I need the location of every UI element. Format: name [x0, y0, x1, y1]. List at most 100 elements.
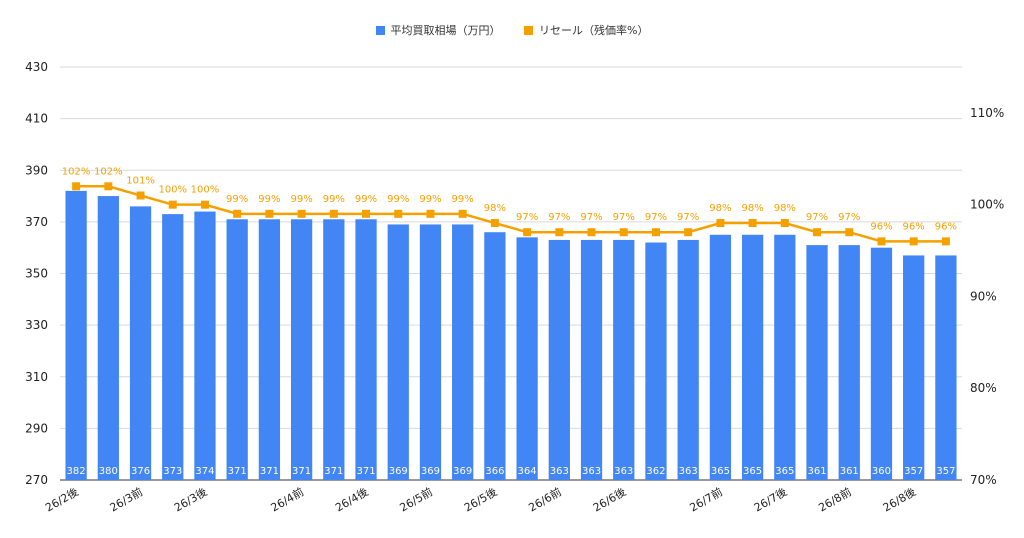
bar-value-label: 369: [389, 466, 408, 477]
y-right-tick-label: 110%: [970, 106, 1004, 120]
bar-value-label: 363: [614, 466, 633, 477]
bar: [774, 234, 796, 480]
line-value-label: 97%: [645, 212, 667, 223]
bar-value-label: 357: [904, 466, 923, 477]
line-point: [651, 228, 660, 237]
line-value-label: 98%: [709, 203, 731, 214]
bar: [838, 245, 860, 480]
line-value-label: 97%: [548, 212, 570, 223]
x-tick-label: 26/4前: [268, 484, 306, 514]
line-point: [265, 209, 274, 218]
x-tick-label: 26/7後: [751, 484, 789, 514]
bar-value-label: 373: [163, 466, 182, 477]
line-point: [329, 209, 338, 218]
y-left-tick-label: 390: [25, 163, 48, 177]
line-value-label: 97%: [516, 212, 538, 223]
line-point: [684, 228, 693, 237]
bar: [516, 237, 538, 480]
line-value-label: 97%: [806, 212, 828, 223]
legend-swatch-bar: [375, 25, 385, 35]
bar: [548, 239, 570, 480]
line-point: [555, 228, 564, 237]
legend-swatch-line: [524, 25, 534, 35]
bar: [419, 224, 442, 480]
line-value-label: 96%: [903, 221, 925, 232]
bar-value-label: 371: [228, 466, 247, 477]
chart-legend: 平均買取相場（万円） リセール（残価率%）: [0, 22, 1024, 38]
x-tick-label: 26/3前: [107, 484, 145, 514]
bar: [355, 219, 377, 480]
line-point: [136, 191, 145, 200]
bar: [194, 211, 216, 481]
bar-value-label: 360: [872, 466, 891, 477]
bar-value-label: 365: [743, 466, 762, 477]
resale-line: [76, 185, 946, 243]
bar-value-label: 365: [711, 466, 730, 477]
line-value-label: 99%: [258, 194, 280, 205]
bar-value-label: 357: [936, 466, 955, 477]
line-point: [813, 228, 822, 237]
y-left-tick-label: 350: [25, 267, 48, 281]
bar: [290, 219, 313, 480]
line-point: [362, 209, 371, 218]
line-point: [490, 219, 499, 228]
legend-item-line[interactable]: リセール（残価率%）: [524, 22, 648, 38]
bar: [323, 219, 345, 480]
x-tick-label: 26/5後: [461, 484, 499, 514]
bar: [709, 234, 732, 480]
bar: [645, 242, 667, 480]
line-value-label: 99%: [226, 194, 248, 205]
line-value-label: 97%: [677, 212, 699, 223]
bar-value-label: 369: [453, 466, 472, 477]
y-left-tick-label: 370: [25, 215, 48, 229]
bar: [129, 206, 152, 480]
line-point: [200, 200, 209, 209]
legend-item-bar[interactable]: 平均買取相場（万円）: [375, 22, 501, 38]
line-value-label: 98%: [484, 203, 506, 214]
line-point: [716, 219, 725, 228]
line-point: [845, 228, 854, 237]
bar: [97, 196, 119, 480]
line-value-label: 99%: [419, 194, 441, 205]
bar-value-label: 382: [67, 466, 86, 477]
bar: [870, 247, 893, 480]
bar-value-label: 364: [518, 466, 537, 477]
line-point: [909, 237, 918, 246]
bar-value-label: 363: [582, 466, 601, 477]
line-value-label: 98%: [774, 203, 796, 214]
bar-value-label: 361: [840, 466, 859, 477]
line-point: [458, 209, 467, 218]
x-tick-label: 26/4後: [333, 484, 371, 514]
line-point: [297, 209, 306, 218]
line-value-label: 97%: [613, 212, 635, 223]
bar: [580, 239, 603, 480]
line-value-label: 101%: [126, 175, 155, 186]
bar: [452, 224, 474, 480]
line-value-label: 99%: [323, 194, 345, 205]
bar: [258, 219, 281, 480]
line-point: [780, 219, 789, 228]
x-tick-label: 26/8後: [880, 484, 918, 514]
x-tick-label: 26/2後: [43, 484, 81, 514]
line-point: [104, 182, 113, 191]
x-tick-label: 26/5前: [397, 484, 435, 514]
bar: [65, 190, 87, 480]
line-value-label: 99%: [452, 194, 474, 205]
y-left-tick-label: 290: [25, 421, 48, 435]
bar-value-label: 369: [421, 466, 440, 477]
line-value-label: 96%: [935, 221, 957, 232]
x-tick-label: 26/6後: [590, 484, 628, 514]
line-point: [168, 200, 177, 209]
x-tick-label: 26/3後: [172, 484, 210, 514]
bar: [226, 219, 248, 480]
y-right-tick-label: 80%: [970, 381, 997, 395]
line-point: [72, 182, 81, 191]
legend-label-bar: 平均買取相場（万円）: [390, 24, 501, 37]
x-tick-label: 26/6前: [526, 484, 564, 514]
y-left-tick-label: 430: [25, 60, 48, 74]
bar-value-label: 371: [324, 466, 343, 477]
bar-value-label: 371: [356, 466, 375, 477]
bar: [903, 255, 925, 480]
bar-value-label: 366: [485, 466, 504, 477]
